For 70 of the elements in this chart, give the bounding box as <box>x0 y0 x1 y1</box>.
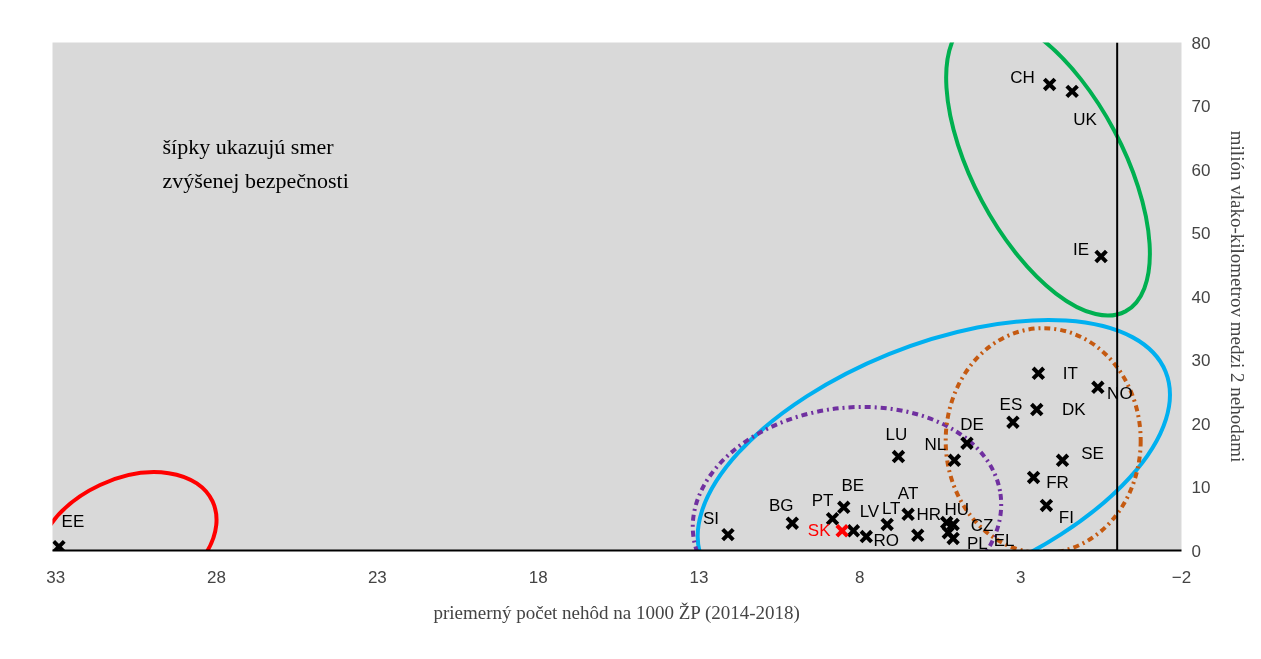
point <box>1031 366 1046 381</box>
point <box>846 523 861 539</box>
point <box>959 435 975 451</box>
point <box>836 500 852 515</box>
point <box>52 539 67 551</box>
x-tick-label: 13 <box>689 567 709 587</box>
annotation: HR <box>916 504 942 524</box>
annotation: CH <box>1010 67 1035 87</box>
point <box>858 529 874 544</box>
x-axis-title: priemerný počet nehôd na 1000 ŽP (2014-2018) <box>433 601 800 624</box>
annotation: CZ <box>970 515 994 535</box>
annotation: FR <box>1046 472 1069 492</box>
y-tick-label: 60 <box>1191 160 1211 180</box>
annotation: NL <box>924 434 947 454</box>
y-tick-label: 20 <box>1191 414 1211 434</box>
point <box>945 531 961 546</box>
annotation: EE <box>61 512 85 532</box>
point <box>941 525 956 541</box>
point <box>1005 414 1021 430</box>
point <box>900 507 916 522</box>
x-tick-label: 8 <box>855 567 865 587</box>
point <box>891 449 906 464</box>
y-tick-label: 0 <box>1191 541 1201 561</box>
point <box>1026 470 1041 485</box>
annotation: PL <box>966 534 988 554</box>
annotation: IE <box>1073 239 1090 259</box>
annotation: LV <box>859 502 880 522</box>
point <box>1029 402 1045 417</box>
annotation: EL <box>993 530 1015 550</box>
x-tick-label: 23 <box>367 567 387 587</box>
x-tick-label: 3 <box>1015 567 1026 587</box>
annotation: SK <box>807 521 832 541</box>
y-tick-label: 40 <box>1191 287 1211 307</box>
point <box>1090 380 1106 395</box>
annotation: FI <box>1058 507 1074 527</box>
annotation: PT <box>811 491 834 511</box>
annotation: UK <box>1073 109 1098 129</box>
x-tick-label: −2 <box>1171 567 1192 587</box>
annotation: šípky ukazujú smer zvýšenej bezpečnosti <box>162 133 349 193</box>
point <box>947 453 962 468</box>
point <box>1093 249 1109 264</box>
x-tick-label: 28 <box>207 567 227 587</box>
point <box>834 523 850 539</box>
y-tick-label: 80 <box>1191 33 1211 53</box>
annotation: LU <box>885 425 908 445</box>
y-axis-title: milión vlako-kilometrov medzi 2 nehodami <box>1227 130 1249 463</box>
point <box>910 527 926 543</box>
annotation: RO <box>873 531 900 551</box>
point <box>1042 77 1057 92</box>
point <box>720 527 736 542</box>
annotation: BG <box>769 495 794 515</box>
x-tick-label: 33 <box>46 567 66 587</box>
annotation: DK <box>1061 400 1087 420</box>
point <box>1039 498 1054 513</box>
x-tick-label: 18 <box>528 567 548 587</box>
annotation: DE <box>960 414 984 434</box>
y-tick-label: 70 <box>1191 97 1211 116</box>
annotation: IT <box>1062 363 1078 383</box>
point <box>879 517 895 532</box>
annotation: SI <box>702 509 719 529</box>
annotation: HU <box>944 500 969 520</box>
point <box>785 515 800 531</box>
point <box>1055 453 1070 468</box>
y-tick-label: 10 <box>1191 478 1211 497</box>
y-tick-label: 30 <box>1191 351 1211 370</box>
y-tick-label: 50 <box>1191 224 1211 243</box>
annotation: SE <box>1081 443 1104 463</box>
annotation: BE <box>841 475 865 495</box>
point <box>1064 84 1080 99</box>
annotation: ES <box>999 394 1023 414</box>
